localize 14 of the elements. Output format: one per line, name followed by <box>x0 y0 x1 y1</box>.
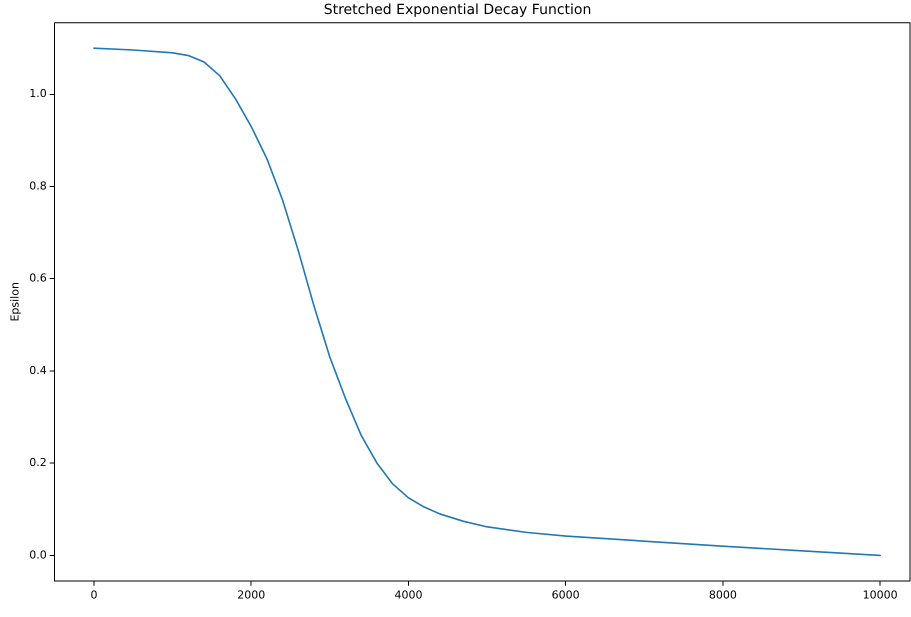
y-tick-label: 0.6 <box>29 272 47 285</box>
x-tick-label: 8000 <box>708 588 737 602</box>
chart-title: Stretched Exponential Decay Function <box>324 2 592 18</box>
y-tick-label: 0.0 <box>29 548 47 562</box>
y-tick-label: 0.4 <box>29 364 47 377</box>
y-tick-label: 1.0 <box>29 87 47 100</box>
y-tick-label: 0.8 <box>29 179 47 192</box>
x-tick-label: 4000 <box>394 588 422 602</box>
x-tick-label: 0 <box>90 588 98 602</box>
x-tick-label: 2000 <box>237 588 266 602</box>
y-axis-title: Epsilon <box>8 282 22 322</box>
x-tick-label: 10000 <box>862 588 898 602</box>
y-tick-label: 0.2 <box>29 456 47 470</box>
x-tick-label: 6000 <box>552 588 580 602</box>
